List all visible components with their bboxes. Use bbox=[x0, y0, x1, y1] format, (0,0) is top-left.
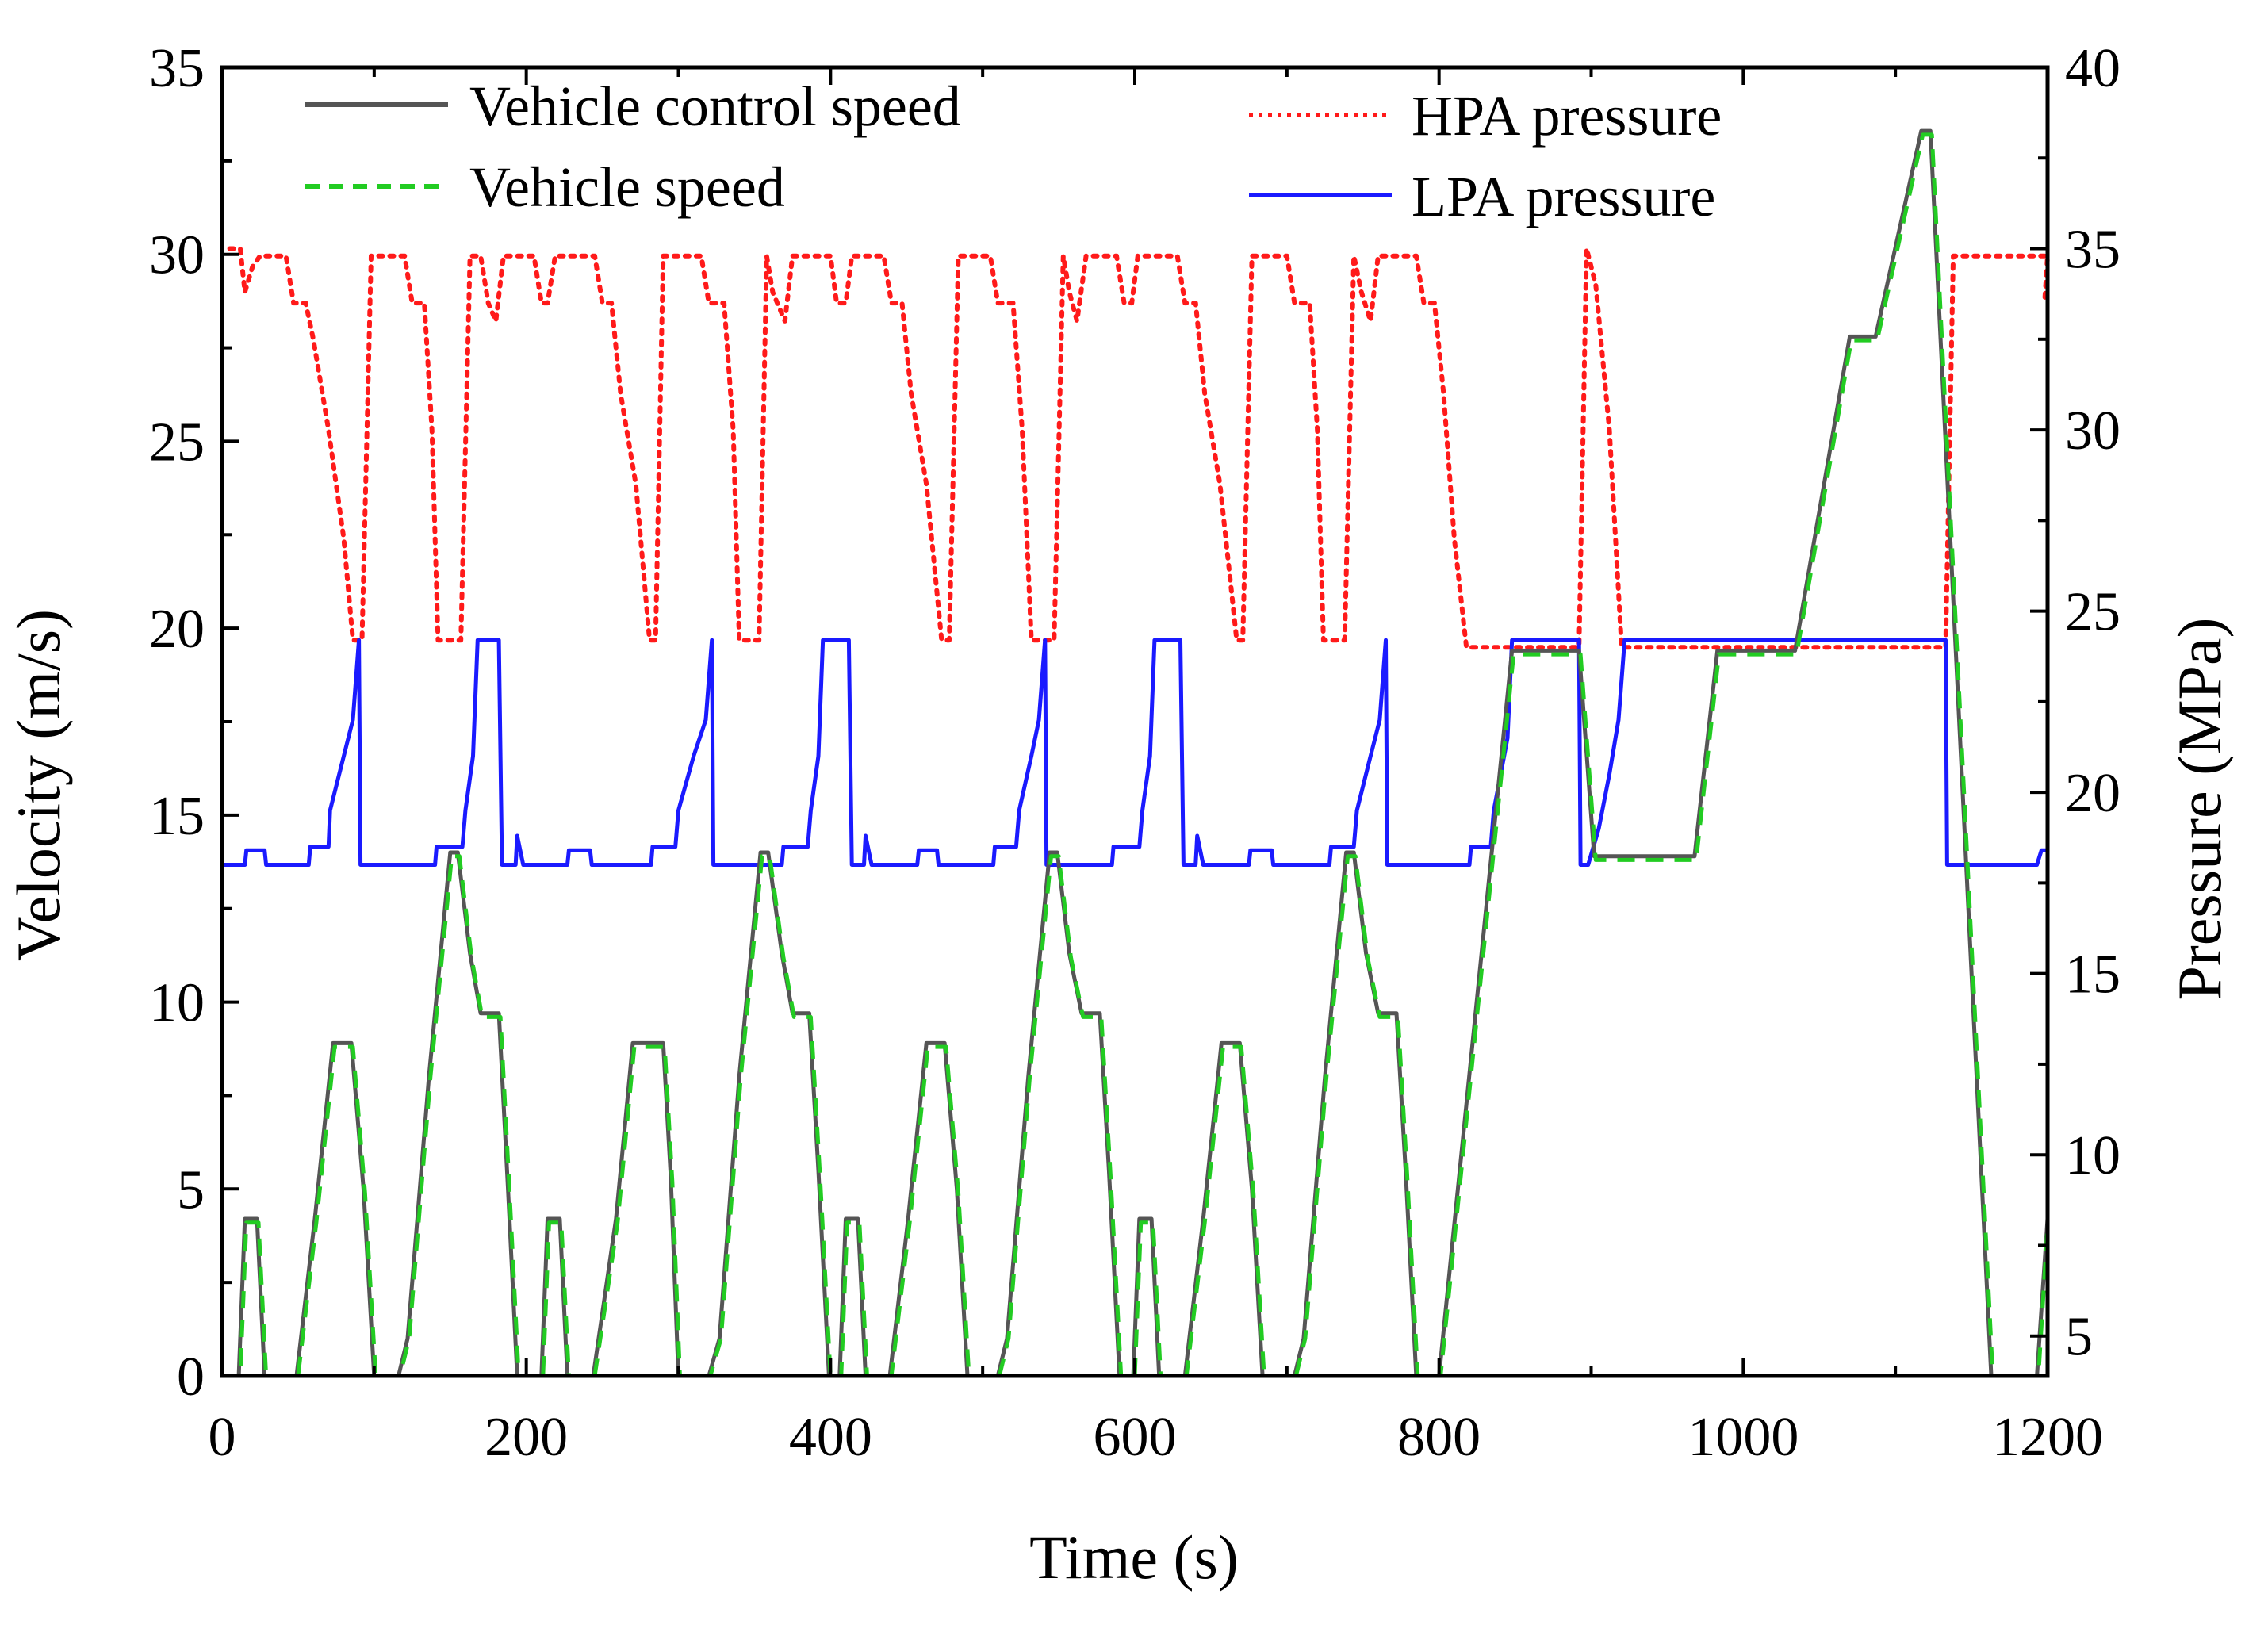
y-tick-label: 5 bbox=[177, 1159, 205, 1220]
y2-tick-label: 10 bbox=[2065, 1125, 2121, 1186]
legend-label-hpa-pressure: HPA pressure bbox=[1412, 84, 1722, 148]
x-tick-label: 1000 bbox=[1688, 1407, 1799, 1468]
series-layer bbox=[222, 128, 2050, 1378]
y-tick-label: 15 bbox=[149, 786, 205, 847]
y2-tick-label: 40 bbox=[2065, 38, 2121, 99]
x-tick-label: 400 bbox=[789, 1407, 872, 1468]
y2-tick-label: 25 bbox=[2065, 582, 2121, 643]
y2-axis-label: Pressure (MPa) bbox=[2165, 617, 2234, 1000]
x-tick-label: 200 bbox=[485, 1407, 568, 1468]
series-line-vehicle-speed bbox=[222, 132, 2050, 1378]
y-tick-label: 35 bbox=[149, 38, 205, 99]
y-tick-label: 30 bbox=[149, 225, 205, 286]
y2-tick-label: 35 bbox=[2065, 220, 2121, 281]
y2-tick-label: 30 bbox=[2065, 400, 2121, 462]
axes-layer: 0 200 400 600 800 1000 1200 0 5 10 15 20 25 30 35 5 10 15… bbox=[149, 38, 2121, 1468]
x-tick-label: 800 bbox=[1397, 1407, 1481, 1468]
y-tick-label: 0 bbox=[177, 1347, 205, 1408]
series-line-hpa-pressure bbox=[227, 246, 2050, 650]
x-tick-label: 0 bbox=[209, 1407, 236, 1468]
plot-frame bbox=[220, 65, 2050, 1378]
legend-label-vehicle-control-speed: Vehicle control speed bbox=[469, 75, 961, 138]
legend-label-lpa-pressure: LPA pressure bbox=[1412, 165, 1715, 228]
y2-tick-label: 20 bbox=[2065, 763, 2121, 824]
legend: Vehicle control speed Vehicle speed HPA … bbox=[305, 75, 1722, 228]
legend-label-vehicle-speed: Vehicle speed bbox=[469, 155, 785, 219]
y2-tick-label: 15 bbox=[2065, 944, 2121, 1006]
y2-tick-label: 5 bbox=[2065, 1307, 2093, 1368]
x-tick-label: 1200 bbox=[1992, 1407, 2103, 1468]
x-axis-label: Time (s) bbox=[1029, 1523, 1239, 1592]
series-line-lpa-pressure bbox=[222, 638, 2048, 867]
x-tick-label: 600 bbox=[1094, 1407, 1177, 1468]
y-tick-label: 20 bbox=[149, 599, 205, 660]
y-tick-label: 10 bbox=[149, 973, 205, 1034]
y-tick-label: 25 bbox=[149, 412, 205, 473]
y-axis-label: Velocity (m/s) bbox=[4, 609, 73, 961]
